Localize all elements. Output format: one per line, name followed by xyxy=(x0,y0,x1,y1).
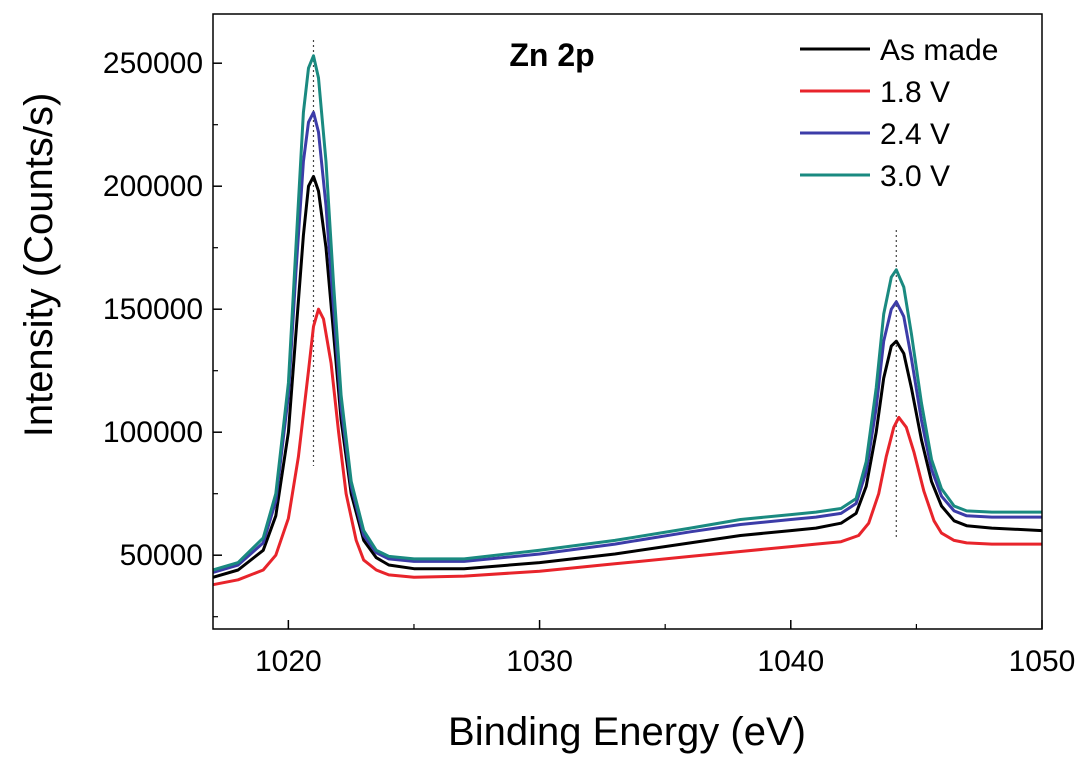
y-tick-label: 50000 xyxy=(120,539,203,572)
x-tick-labels: 1020 1030 1040 1050 xyxy=(255,645,1075,678)
x-tick-label: 1020 xyxy=(255,645,322,678)
y-tick-label: 250000 xyxy=(103,47,203,80)
y-tick-labels: 50000 100000 150000 200000 250000 xyxy=(103,47,203,572)
y-axis-label: Intensity (Counts/s) xyxy=(17,93,61,438)
legend: As made 1.8 V 2.4 V 3.0 V xyxy=(800,34,998,193)
y-tick-label: 150000 xyxy=(103,293,203,326)
legend-label: 2.4 V xyxy=(880,118,950,151)
x-tick-label: 1040 xyxy=(757,645,824,678)
chart-title: Zn 2p xyxy=(509,37,594,73)
legend-label: 3.0 V xyxy=(880,160,950,193)
plot-frame xyxy=(212,13,1043,630)
series-line-3 xyxy=(212,54,1042,572)
reference-lines xyxy=(312,40,897,540)
legend-label: As made xyxy=(880,34,998,67)
y-tick-label: 200000 xyxy=(103,170,203,203)
x-tick-label: 1030 xyxy=(506,645,573,678)
series-layer xyxy=(212,54,1043,587)
series-line-2 xyxy=(212,110,1042,574)
series-line-0 xyxy=(212,174,1043,579)
x-axis-label: Binding Energy (eV) xyxy=(448,710,806,754)
tick-marks xyxy=(213,62,1043,629)
series-line-1 xyxy=(212,307,1042,587)
legend-label: 1.8 V xyxy=(880,76,950,109)
x-tick-label: 1050 xyxy=(1009,645,1076,678)
y-tick-label: 100000 xyxy=(103,416,203,449)
